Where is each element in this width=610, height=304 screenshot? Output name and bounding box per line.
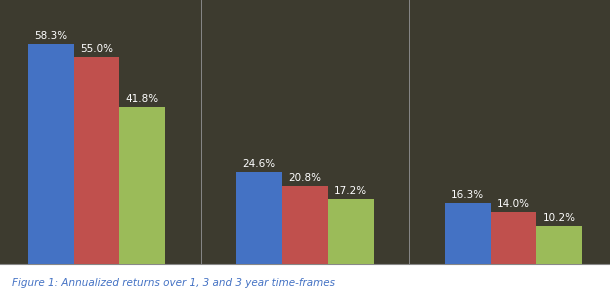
Bar — [236, 171, 282, 264]
Bar — [536, 226, 583, 264]
Text: 10.2%: 10.2% — [543, 213, 576, 223]
Text: 24.6%: 24.6% — [243, 158, 276, 168]
Text: Figure 1: Annualized returns over 1, 3 and 3 year time-frames: Figure 1: Annualized returns over 1, 3 a… — [12, 278, 336, 288]
Bar — [120, 106, 165, 264]
Bar — [490, 212, 536, 264]
Text: 20.8%: 20.8% — [289, 173, 321, 183]
Bar — [328, 199, 374, 264]
Text: 41.8%: 41.8% — [126, 94, 159, 104]
Text: 55.0%: 55.0% — [80, 44, 113, 54]
Text: 14.0%: 14.0% — [497, 199, 530, 209]
Bar — [27, 44, 74, 264]
Bar — [445, 203, 490, 264]
Bar — [74, 57, 120, 264]
Text: 58.3%: 58.3% — [34, 31, 67, 41]
Text: 16.3%: 16.3% — [451, 190, 484, 200]
Text: 17.2%: 17.2% — [334, 186, 367, 196]
Bar — [282, 186, 328, 264]
